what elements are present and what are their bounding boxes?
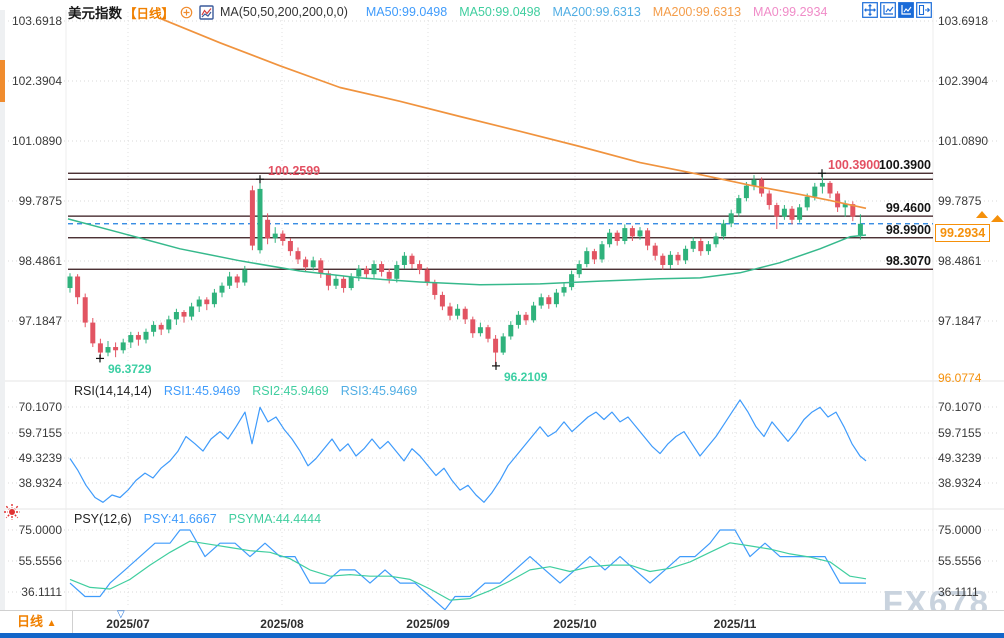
period-selector[interactable]: 日线 ▲	[0, 611, 73, 634]
symbol-title: 美元指数	[68, 6, 122, 21]
level-lines[interactable]	[68, 172, 933, 270]
rsi-header: RSI(14,14,14) RSI1:45.9469 RSI2:45.9469 RSI…	[74, 384, 417, 398]
pan-icon[interactable]	[862, 2, 878, 18]
level-label: 98.3070	[885, 254, 931, 269]
axis-label-right: 75.0000	[938, 523, 982, 537]
bottom-scrollbar[interactable]	[0, 633, 1004, 638]
rsi-values: RSI1:45.9469 RSI2:45.9469 RSI3:45.9469	[152, 384, 417, 398]
axis-scroll-arrow[interactable]	[991, 215, 1004, 222]
month-label: 2025/10	[553, 617, 597, 631]
ma-values: MA50:99.0498 MA50:99.0498 MA200:99.6313 MA2…	[354, 5, 828, 19]
indicator-value: MA50:99.0498	[459, 5, 541, 19]
chart-header: 美元指数 【日线】 MA(50,50,200,200,0,0) MA50:99.0…	[68, 2, 827, 22]
left-scrollbar-thumb[interactable]	[0, 60, 5, 102]
psy-line-PSYMA	[69, 540, 867, 601]
ma-line-MA50	[67, 218, 867, 286]
add-indicator-icon[interactable]	[180, 6, 193, 19]
axis-label-left: 99.7875	[18, 194, 62, 208]
axis-label-left: 59.7155	[18, 426, 62, 440]
axis-label-right: 102.3904	[938, 74, 989, 88]
extreme-markers	[96, 169, 826, 370]
psy-header: PSY(12,6) PSY:41.6667 PSYMA:44.4444	[74, 512, 321, 526]
psy-values: PSY:41.6667 PSYMA:44.4444	[132, 512, 321, 526]
axis-label-right: 97.1847	[938, 314, 982, 328]
level-label: 100.3900	[878, 158, 931, 173]
axis-label-right: 99.7875	[938, 194, 982, 208]
indicator-value: MA0:99.2934	[753, 5, 828, 19]
ma-line-MA200	[159, 17, 867, 210]
axis-label-right: 38.9324	[938, 476, 982, 490]
axis-label-right: 49.3239	[938, 451, 982, 465]
axis-label-left: 75.0000	[18, 523, 62, 537]
axis-label-right: 36.1111	[938, 585, 979, 599]
psy-name: PSY(12,6)	[74, 512, 132, 526]
alert-sun-icon[interactable]	[2, 502, 22, 522]
axis-label-left: 103.6918	[11, 14, 62, 28]
ma-settings: MA(50,50,200,200,0,0)	[220, 5, 348, 19]
axis-label-right: 55.5556	[938, 554, 982, 568]
axis-label-left: 98.4861	[18, 254, 62, 268]
axis-label-left: 101.0890	[11, 134, 62, 148]
candlestick-series[interactable]	[67, 173, 863, 366]
indicator-value: PSYMA:44.4444	[228, 512, 322, 526]
rsi-line	[69, 399, 867, 503]
indicator-value: RSI2:45.9469	[252, 384, 329, 398]
level-label-red: 100.2599	[268, 164, 321, 179]
left-scrollbar[interactable]	[0, 10, 5, 610]
axis-label-right: 98.4861	[938, 254, 982, 268]
axis-label-left: 97.1847	[18, 314, 62, 328]
month-label: 2025/11	[713, 617, 757, 631]
axis-label-right: 59.7155	[938, 426, 982, 440]
time-axis: 日线 ▲ 2025/07 2025/08 2025/09 2025/10 2025/11	[0, 610, 1004, 634]
axis-label-left: 102.3904	[11, 74, 62, 88]
axes-chart-icon[interactable]	[880, 2, 896, 18]
price-up-arrow	[976, 211, 988, 218]
axis-label-right: 103.6918	[938, 14, 989, 28]
axis-nav-marker: ▽	[117, 609, 125, 620]
indicator-value: RSI1:45.9469	[163, 384, 241, 398]
indicator-value: MA50:99.0498	[365, 5, 448, 19]
axis-label-extra: 96.0774	[938, 371, 982, 385]
pane-separators	[0, 10, 1004, 610]
axis-label-left: 38.9324	[18, 476, 62, 490]
level-label: 98.9900	[885, 222, 931, 237]
indicator-value: PSY:41.6667	[143, 512, 217, 526]
axis-label-left: 70.1070	[18, 400, 62, 414]
level-label-red: 100.3900	[828, 158, 881, 173]
axis-label-left: 55.5556	[18, 554, 62, 568]
period-tag: 【日线】	[124, 6, 175, 21]
period-up-arrow: ▲	[46, 618, 57, 629]
psy-line-PSY	[69, 529, 866, 611]
indicator-value: MA200:99.6313	[652, 5, 742, 19]
extreme-label: 96.3729	[108, 362, 152, 377]
axis-label-right: 70.1070	[938, 400, 982, 414]
month-label: 2025/08	[260, 617, 304, 631]
indicator-value: RSI3:45.9469	[340, 384, 418, 398]
chart-toolbar	[862, 2, 932, 18]
exit-icon[interactable]	[916, 2, 932, 18]
indicator-value: MA200:99.6313	[552, 5, 641, 19]
current-price-badge: 99.2934	[935, 224, 991, 243]
axis-label-right: 101.0890	[938, 134, 989, 148]
rsi-name: RSI(14,14,14)	[74, 384, 152, 398]
month-label: 2025/09	[406, 617, 450, 631]
level-label: 99.4600	[885, 201, 931, 216]
mini-chart-icon[interactable]	[199, 4, 214, 20]
month-label: 2025/07	[106, 617, 150, 631]
axis-label-left: 36.1111	[21, 585, 62, 599]
axis-label-left: 49.3239	[18, 451, 62, 465]
axes-chart-active-icon[interactable]	[898, 2, 914, 18]
extreme-label: 96.2109	[504, 369, 548, 384]
